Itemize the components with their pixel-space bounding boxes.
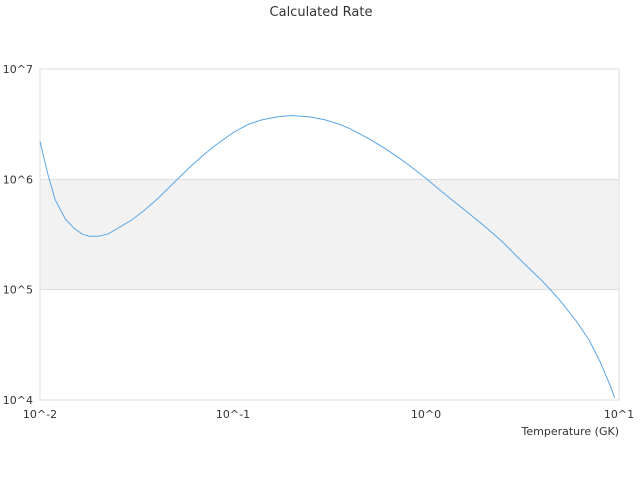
- x-axis-ticks: 10^-2 10^-1 10^0 10^1: [23, 408, 634, 421]
- y-tick-label: 10^7: [3, 63, 33, 76]
- y-tick-label: 10^6: [3, 173, 33, 186]
- y-axis-ticks: 10^4 10^5 10^6 10^7: [3, 63, 33, 407]
- x-tick-label: 10^-2: [23, 408, 57, 421]
- y-tick-label: 10^5: [3, 284, 33, 297]
- plot-border: [39, 68, 620, 401]
- plot-band: [40, 179, 619, 290]
- series-line: [39, 114, 616, 398]
- x-axis-title: Temperature (GK): [521, 425, 620, 438]
- x-tick-label: 10^1: [604, 408, 634, 421]
- y-tick-label: 10^4: [3, 394, 33, 407]
- x-tick-label: 10^-1: [216, 408, 250, 421]
- plot-bands: [40, 179, 619, 290]
- chart-title: Calculated Rate: [270, 5, 373, 20]
- x-tick-label: 10^0: [411, 408, 441, 421]
